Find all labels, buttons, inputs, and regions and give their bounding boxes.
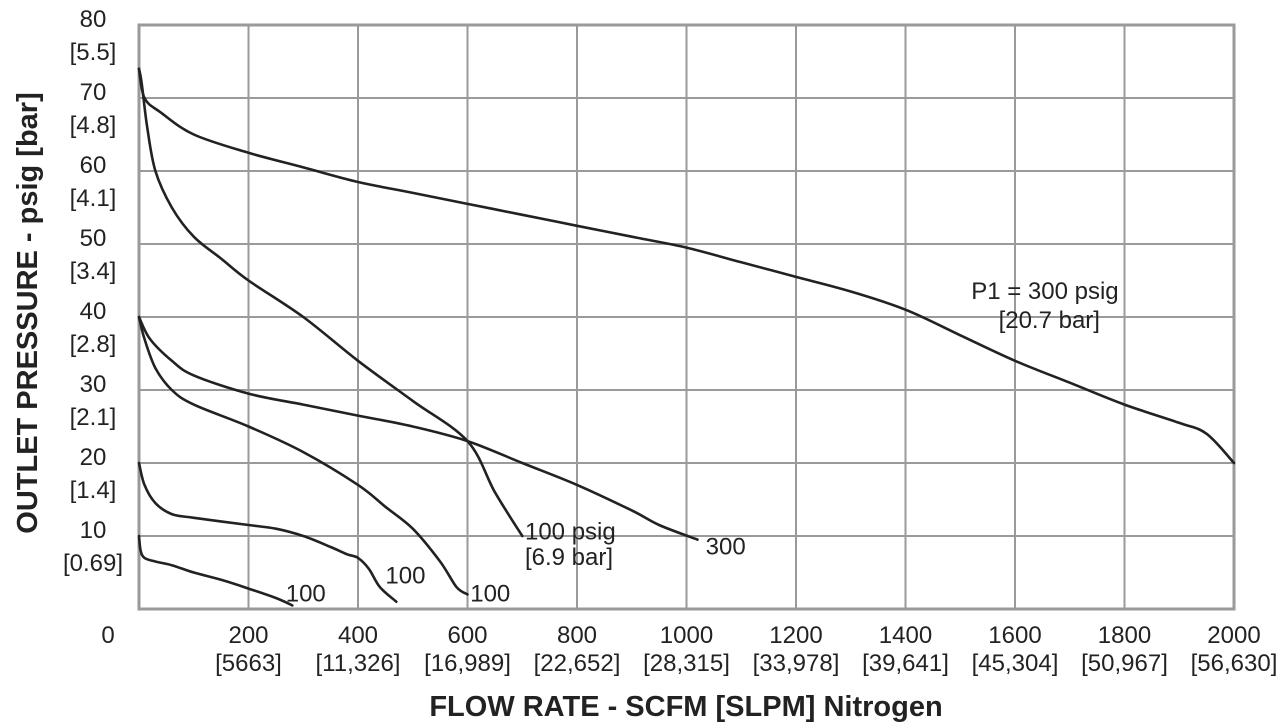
x-tick-label: 1600 <box>988 622 1041 649</box>
series-line <box>137 534 294 607</box>
y-tick-sublabel: [2.8] <box>70 331 117 358</box>
y-tick-sublabel: [1.4] <box>70 477 117 504</box>
curve-annotation: 100 psig <box>525 519 616 546</box>
curve-annotation: 100 <box>286 581 326 608</box>
y-tick-label: 70 <box>80 79 107 106</box>
x-tick-sublabel: [45,304] <box>972 650 1059 677</box>
tick-labels: 200[5663]400[11,326]600[16,989]800[22,65… <box>63 6 1277 677</box>
annotations: P1 = 300 psig[20.7 bar] 100 psig[6.9 bar]… <box>286 278 1119 608</box>
origin-tick-label: 0 <box>101 622 114 649</box>
x-tick-label: 200 <box>228 622 268 649</box>
series-line <box>137 315 699 541</box>
y-axis-label: OUTLET PRESSURE - psig [bar] <box>12 92 44 533</box>
y-tick-label: 30 <box>80 371 107 398</box>
series-line <box>137 461 398 603</box>
y-tick-sublabel: [4.8] <box>70 112 117 139</box>
x-tick-label: 1800 <box>1098 622 1151 649</box>
x-tick-label: 400 <box>338 622 378 649</box>
curve-annotation: P1 = 300 psig <box>971 278 1118 305</box>
x-tick-sublabel: [56,630] <box>1191 650 1278 677</box>
series-line <box>137 67 524 538</box>
x-tick-label: 800 <box>557 622 597 649</box>
x-tick-label: 1200 <box>769 622 822 649</box>
curve-annotation: 100 <box>470 581 510 608</box>
x-axis-label: FLOW RATE - SCFM [SLPM] Nitrogen <box>429 691 942 723</box>
x-tick-label: 1000 <box>660 622 713 649</box>
series-line <box>137 315 469 596</box>
x-tick-label: 1400 <box>879 622 932 649</box>
curve-annotation: 300 <box>706 533 746 560</box>
curve-annotation: 100 <box>385 562 425 589</box>
x-tick-label: 2000 <box>1207 622 1260 649</box>
y-tick-sublabel: [2.1] <box>70 404 117 431</box>
y-tick-label: 60 <box>80 152 107 179</box>
x-tick-sublabel: [39,641] <box>862 650 949 677</box>
y-tick-sublabel: [5.5] <box>70 39 117 66</box>
x-tick-sublabel: [28,315] <box>643 650 730 677</box>
x-tick-sublabel: [5663] <box>215 650 282 677</box>
x-tick-sublabel: [50,967] <box>1081 650 1168 677</box>
x-tick-sublabel: [22,652] <box>534 650 621 677</box>
curve-annotation: [20.7 bar] <box>999 307 1100 334</box>
y-tick-label: 10 <box>80 517 107 544</box>
x-tick-sublabel: [11,326] <box>316 650 401 677</box>
y-tick-label: 40 <box>80 298 107 325</box>
y-tick-sublabel: [4.1] <box>70 185 117 212</box>
x-tick-label: 600 <box>447 622 487 649</box>
curve-annotation: [6.9 bar] <box>525 544 613 571</box>
x-tick-sublabel: [16,989] <box>424 650 511 677</box>
y-tick-sublabel: [3.4] <box>70 258 117 285</box>
y-tick-sublabel: [0.69] <box>63 550 123 577</box>
y-tick-label: 20 <box>80 444 107 471</box>
y-tick-label: 50 <box>80 225 107 252</box>
y-tick-label: 80 <box>80 6 107 33</box>
x-tick-sublabel: [33,978] <box>753 650 840 677</box>
curves <box>137 67 1236 607</box>
series-line <box>137 67 1236 465</box>
